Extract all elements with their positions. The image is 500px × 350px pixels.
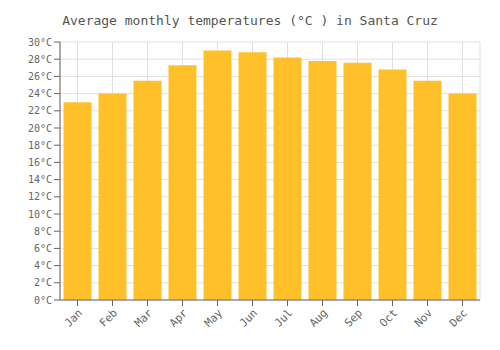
- svg-text:Aug: Aug: [307, 306, 330, 329]
- svg-text:28°C: 28°C: [28, 54, 52, 65]
- svg-text:20°C: 20°C: [28, 123, 52, 134]
- svg-text:18°C: 18°C: [28, 140, 52, 151]
- svg-text:10°C: 10°C: [28, 209, 52, 220]
- svg-text:24°C: 24°C: [28, 88, 52, 99]
- svg-text:Feb: Feb: [97, 306, 120, 329]
- svg-text:Oct: Oct: [377, 306, 400, 329]
- svg-text:Jan: Jan: [62, 306, 85, 329]
- svg-text:22°C: 22°C: [28, 105, 52, 116]
- svg-text:Jul: Jul: [272, 306, 295, 329]
- svg-text:Apr: Apr: [167, 306, 191, 330]
- svg-text:0°C: 0°C: [34, 295, 52, 306]
- svg-text:Sep: Sep: [342, 306, 365, 329]
- svg-text:12°C: 12°C: [28, 191, 52, 202]
- svg-text:Jun: Jun: [237, 306, 260, 329]
- svg-text:Nov: Nov: [412, 306, 436, 330]
- svg-text:6°C: 6°C: [34, 243, 52, 254]
- svg-text:Mar: Mar: [132, 306, 156, 330]
- svg-text:May: May: [202, 306, 226, 330]
- svg-text:30°C: 30°C: [28, 37, 52, 48]
- svg-text:16°C: 16°C: [28, 157, 52, 168]
- svg-text:2°C: 2°C: [34, 277, 52, 288]
- svg-text:14°C: 14°C: [28, 174, 52, 185]
- svg-text:26°C: 26°C: [28, 71, 52, 82]
- html-text:Average monthly temperatures (: Average monthly temperatures (°C ) in Sa…: [62, 13, 438, 28]
- svg-text:8°C: 8°C: [34, 226, 52, 237]
- svg-text:Dec: Dec: [447, 306, 470, 329]
- svg-text:4°C: 4°C: [34, 260, 52, 271]
